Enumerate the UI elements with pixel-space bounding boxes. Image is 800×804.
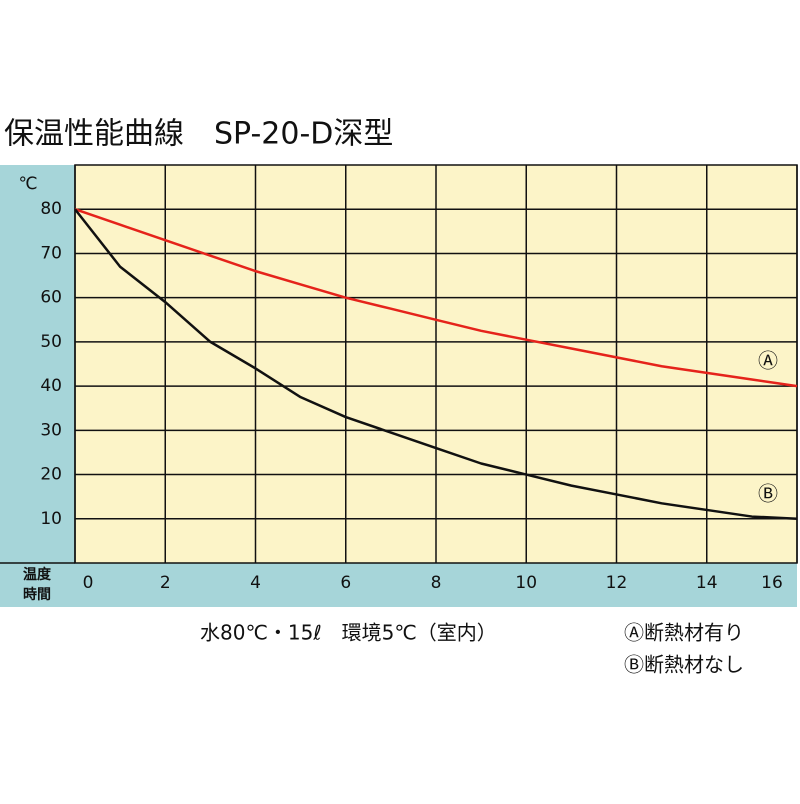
series-label: Ⓐ — [758, 349, 778, 373]
y-tick-label: 60 — [40, 288, 62, 308]
note: Ⓐ断熱材有り — [624, 621, 744, 645]
x-tick-label: 16 — [761, 573, 783, 593]
x-tick-label: 6 — [340, 573, 351, 593]
series-line — [74, 208, 798, 521]
y-tick-label: 50 — [40, 332, 62, 352]
y-unit: ℃ — [18, 174, 37, 194]
x-tick-label: 14 — [696, 573, 718, 593]
y-tick-label: 30 — [40, 420, 62, 440]
y-tick-label: 20 — [40, 465, 62, 485]
note: Ⓑ断熱材なし — [624, 653, 744, 677]
x-tick-label: 8 — [431, 573, 442, 593]
x-tick-label: 10 — [515, 573, 537, 593]
x-tick-label: 4 — [250, 573, 261, 593]
plot: 10 20 30 40 50 60 70 80 0 2 4 6 8 10 12 14 16 Ⓐ Ⓑ — [40, 164, 798, 593]
x-tick-label: 0 — [83, 573, 94, 593]
y-tick-label: 80 — [40, 199, 62, 219]
note: 水80℃・15ℓ 環境5℃（室内） — [200, 621, 497, 645]
chart-title: 保温性能曲線 SP-20-D深型 — [4, 117, 393, 152]
x-tick-label: 12 — [606, 573, 628, 593]
x-axis-band — [0, 563, 797, 607]
y-axis-band — [0, 165, 75, 607]
y-tick-label: 10 — [40, 509, 62, 529]
y-tick-label: 40 — [40, 376, 62, 396]
series-line — [74, 208, 798, 388]
x-label: 温度 — [23, 566, 52, 583]
plot-border — [74, 164, 798, 564]
y-tick-label: 70 — [40, 243, 62, 263]
series-label: Ⓑ — [758, 481, 778, 505]
x-tick-label: 2 — [160, 573, 171, 593]
x-label: 時間 — [23, 586, 51, 603]
